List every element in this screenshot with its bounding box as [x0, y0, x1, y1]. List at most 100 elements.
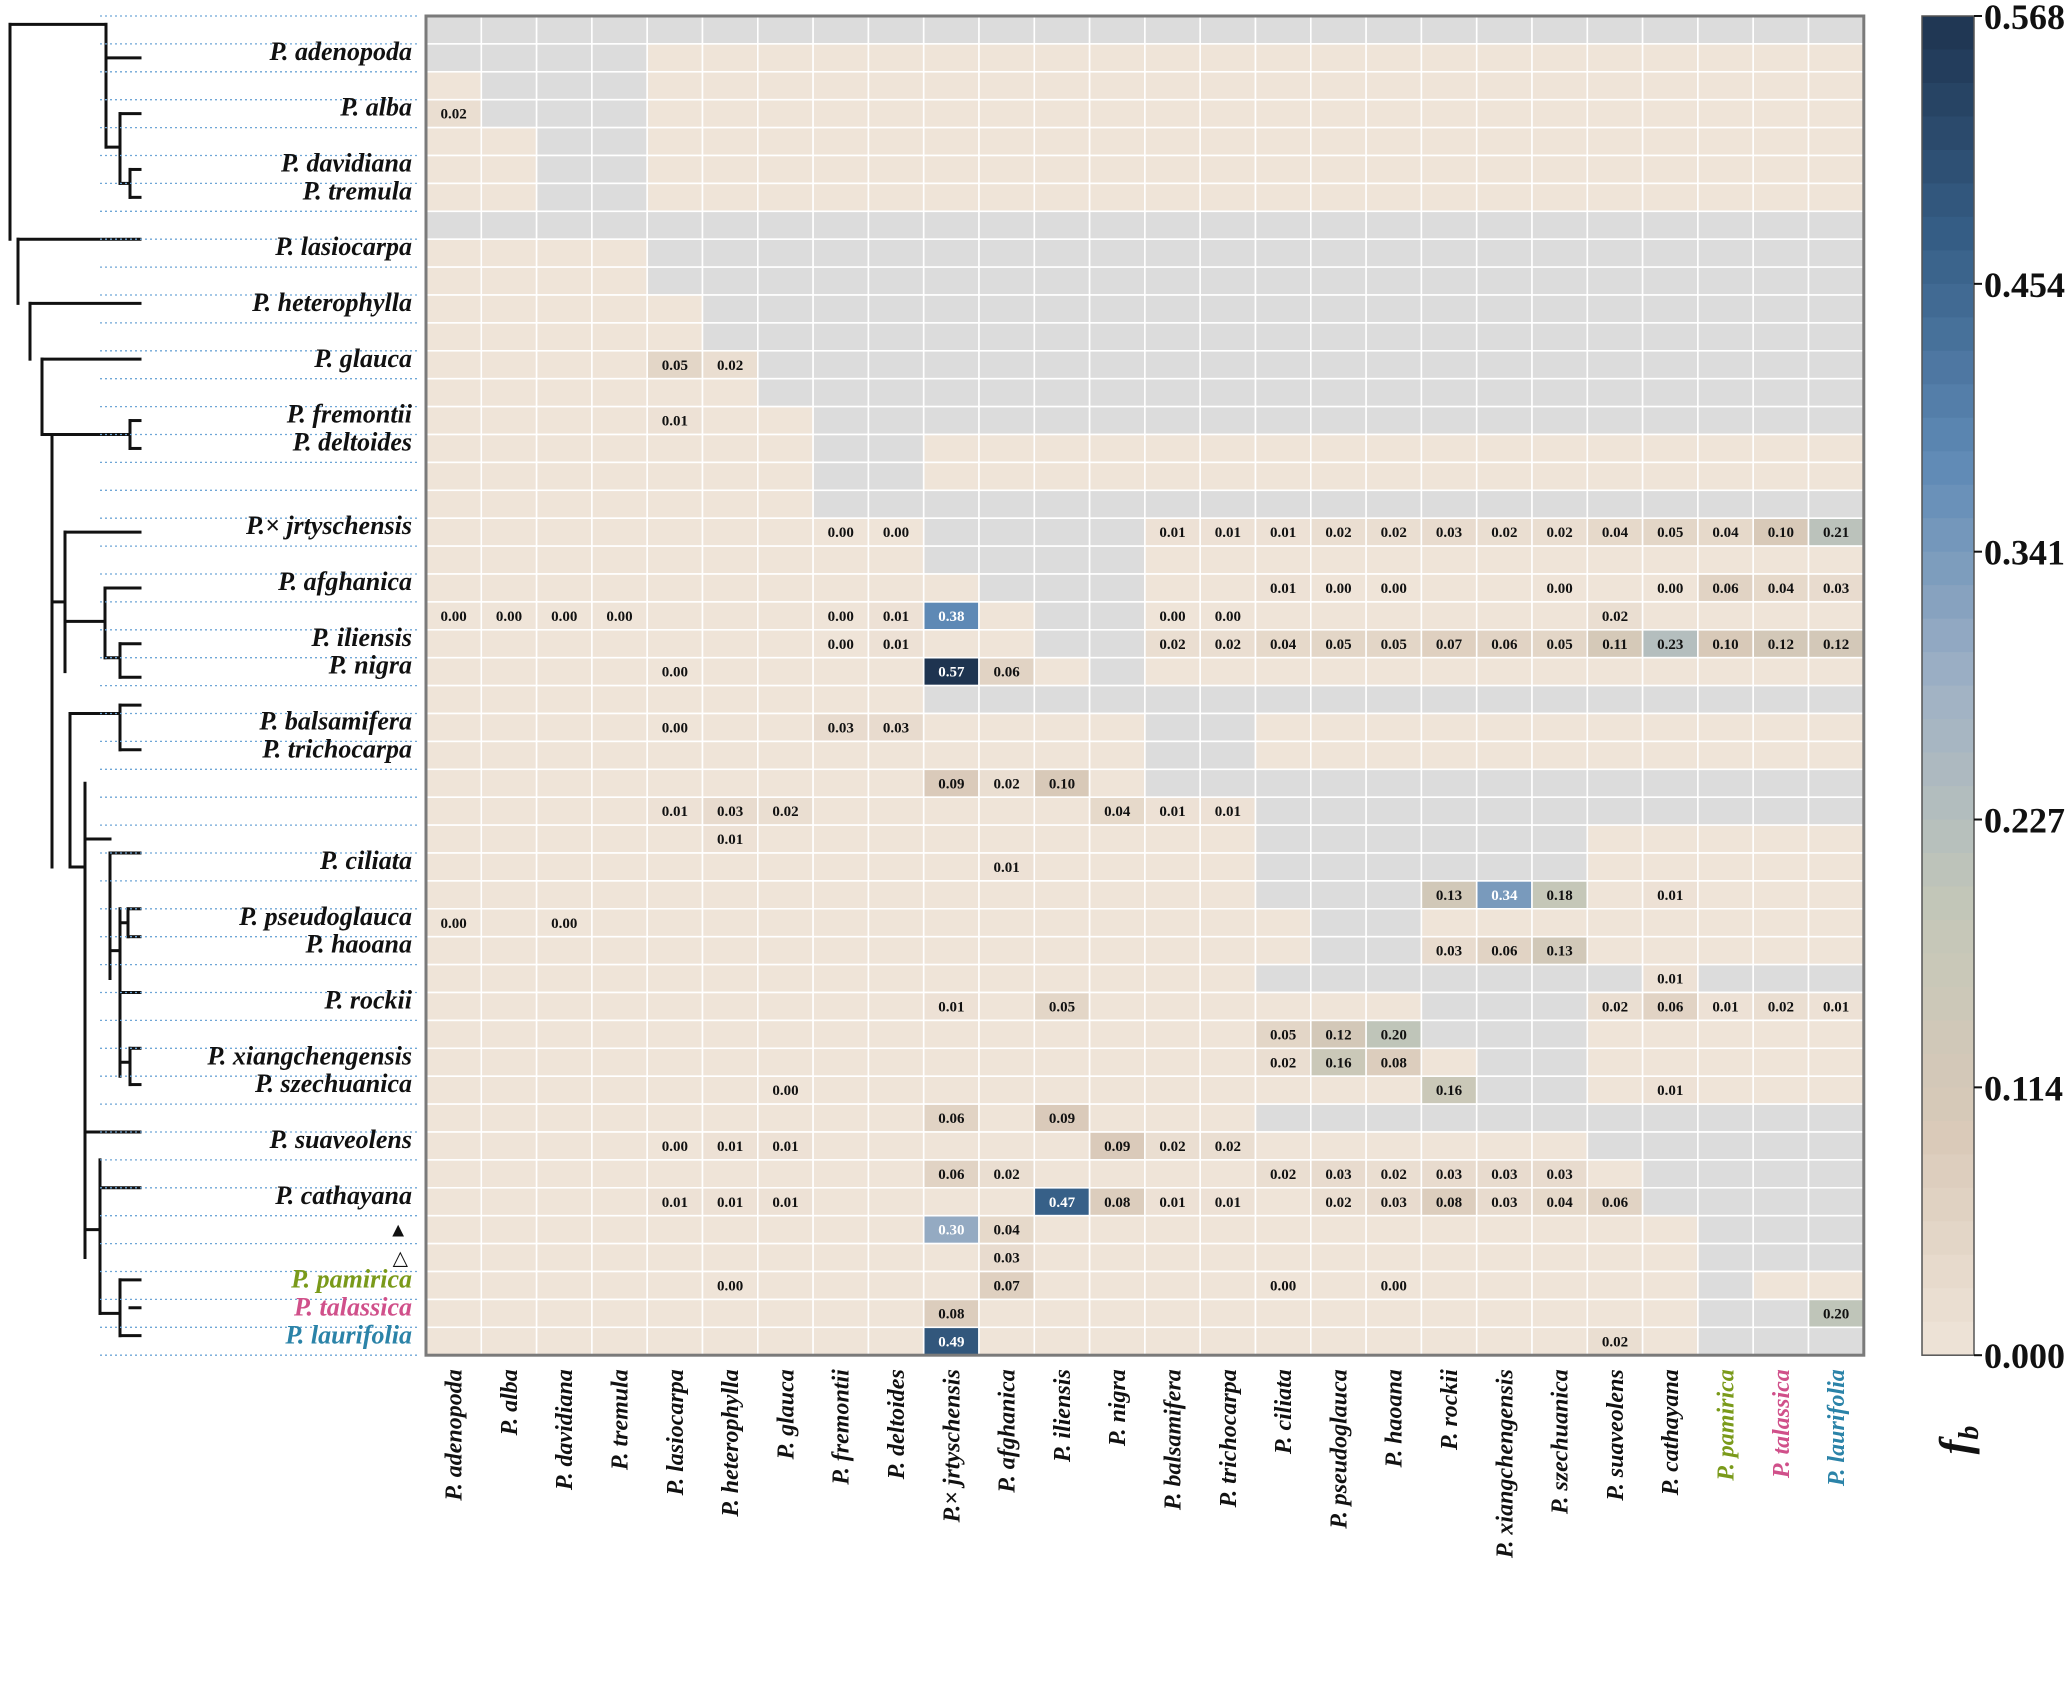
cell-value-label: 0.00 — [551, 916, 577, 932]
heatmap-cell — [1088, 684, 1146, 715]
heatmap-cell — [1310, 433, 1367, 464]
heatmap-cell — [1033, 1326, 1091, 1357]
cell-value-label: 0.02 — [1547, 525, 1573, 541]
heatmap-cell — [1531, 684, 1589, 715]
heatmap-cell — [1310, 1214, 1367, 1245]
heatmap-cell — [1365, 1103, 1423, 1133]
cell-value-label: 0.05 — [1049, 999, 1075, 1015]
heatmap-cell — [646, 377, 704, 408]
row-label: P. glauca — [313, 344, 412, 373]
heatmap-cell — [1807, 377, 1865, 408]
heatmap-cell — [756, 796, 814, 826]
heatmap-cell — [812, 601, 870, 631]
heatmap-cell — [1807, 71, 1865, 101]
heatmap-cell — [701, 154, 759, 185]
heatmap-cell — [480, 238, 538, 268]
heatmap-cell — [535, 238, 593, 268]
column-label: P. glauca — [773, 1369, 799, 1460]
heatmap-cell — [1641, 461, 1699, 492]
heatmap-cell — [1365, 1270, 1423, 1301]
heatmap-cell — [1033, 1242, 1091, 1273]
cell-value-label: 0.01 — [662, 804, 688, 820]
heatmap-cell — [1088, 15, 1146, 45]
heatmap-cell — [1641, 489, 1699, 519]
heatmap-cell — [591, 824, 649, 854]
heatmap-cell — [1641, 1159, 1699, 1189]
heatmap-cell — [591, 210, 649, 241]
colorbar-tick-label: 0.114 — [1984, 1068, 2063, 1108]
heatmap-cell — [1310, 238, 1367, 268]
heatmap-cell — [425, 740, 483, 771]
heatmap-cell — [1475, 433, 1533, 464]
heatmap-cell — [1752, 935, 1810, 966]
heatmap-cell — [701, 1298, 759, 1329]
heatmap-cell — [591, 796, 649, 826]
colorbar-segment — [1922, 82, 1974, 118]
heatmap-cell — [922, 349, 980, 380]
heatmap-cell — [1199, 991, 1257, 1022]
heatmap-cell — [646, 1131, 704, 1161]
heatmap-cell — [1475, 573, 1533, 603]
heatmap-cell — [1310, 210, 1367, 241]
heatmap-cell — [425, 126, 483, 157]
heatmap-cell — [1088, 1298, 1146, 1329]
heatmap-cell — [1254, 545, 1312, 575]
heatmap-cell — [1199, 880, 1257, 910]
heatmap-cell — [812, 768, 870, 798]
heatmap-cell — [1697, 126, 1755, 157]
heatmap-cell — [701, 824, 759, 854]
cell-value-label: 0.01 — [1657, 972, 1683, 988]
heatmap-cell — [1586, 98, 1644, 129]
heatmap-cell — [1475, 768, 1533, 798]
heatmap-cell — [1752, 294, 1810, 324]
heatmap-cell — [1033, 963, 1091, 994]
heatmap-cell — [646, 15, 704, 45]
heatmap-cell — [1199, 238, 1257, 268]
heatmap-cell — [1697, 963, 1755, 994]
heatmap-cell — [480, 963, 538, 994]
heatmap-cell — [1641, 294, 1699, 324]
heatmap-cell — [1254, 1326, 1312, 1357]
cell-value-label: 0.04 — [1270, 637, 1297, 653]
heatmap-cell — [867, 963, 925, 994]
heatmap-cell — [1254, 126, 1312, 157]
heatmap-cell — [1254, 377, 1312, 408]
heatmap-cell — [1310, 712, 1367, 743]
heatmap-cell — [1199, 684, 1257, 715]
heatmap-cell — [1752, 684, 1810, 715]
colorbar-segment — [1922, 685, 1974, 720]
heatmap-cell — [1475, 349, 1533, 380]
heatmap-cell — [1752, 349, 1810, 380]
heatmap-cell — [1365, 880, 1423, 910]
heatmap-cell — [1310, 656, 1367, 687]
heatmap-cell — [480, 405, 538, 436]
heatmap-cell — [1420, 154, 1478, 185]
heatmap-cell — [756, 684, 814, 715]
heatmap-cell — [812, 43, 870, 73]
cell-value-label: 0.16 — [1325, 1055, 1352, 1071]
cell-value-label: 0.02 — [1325, 1195, 1351, 1211]
heatmap-cell — [535, 1131, 593, 1161]
heatmap-cell — [812, 1047, 870, 1078]
heatmap-cell — [1641, 1298, 1699, 1329]
heatmap-cell — [646, 1019, 704, 1050]
heatmap-cell — [1088, 43, 1146, 73]
heatmap-cell — [1033, 1298, 1091, 1329]
heatmap-cell — [646, 210, 704, 241]
heatmap-cell — [1697, 489, 1755, 519]
heatmap-cell — [1531, 1214, 1589, 1245]
colorbar-segment — [1922, 551, 1974, 586]
heatmap-cell — [1807, 796, 1865, 826]
heatmap-cell — [1697, 43, 1755, 73]
heatmap-cell — [646, 461, 704, 492]
heatmap-cell — [1752, 182, 1810, 213]
heatmap-cell — [646, 601, 704, 631]
heatmap-cell — [867, 182, 925, 213]
heatmap-cell — [867, 1075, 925, 1105]
column-label: P. pamirica — [1714, 1369, 1740, 1482]
heatmap-cell — [1199, 768, 1257, 798]
cell-value-label: 0.06 — [938, 1111, 965, 1127]
heatmap-cell — [1807, 824, 1865, 854]
heatmap-cell — [535, 684, 593, 715]
heatmap-cell — [1199, 294, 1257, 324]
